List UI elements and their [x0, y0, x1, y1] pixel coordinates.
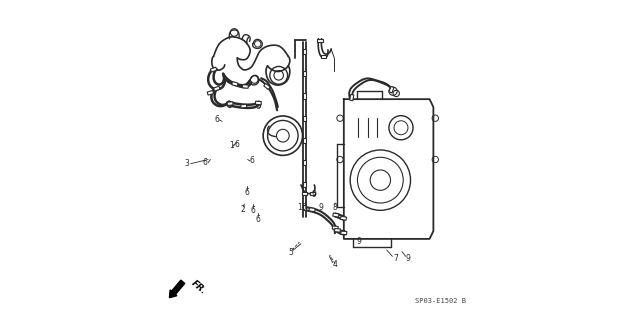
- FancyBboxPatch shape: [303, 116, 306, 121]
- Circle shape: [389, 87, 397, 95]
- FancyBboxPatch shape: [241, 104, 247, 108]
- Text: 9: 9: [311, 190, 316, 199]
- Text: 6: 6: [214, 115, 220, 124]
- FancyBboxPatch shape: [303, 182, 306, 188]
- FancyBboxPatch shape: [302, 192, 307, 195]
- Text: 4: 4: [333, 260, 338, 270]
- Text: 9: 9: [356, 237, 361, 246]
- Text: 6: 6: [234, 140, 239, 149]
- Text: FR.: FR.: [189, 278, 207, 296]
- FancyBboxPatch shape: [264, 83, 270, 90]
- Text: 10: 10: [297, 203, 307, 212]
- FancyArrow shape: [170, 280, 185, 298]
- FancyBboxPatch shape: [333, 213, 339, 217]
- FancyBboxPatch shape: [303, 49, 306, 54]
- FancyBboxPatch shape: [303, 160, 306, 165]
- Text: 7: 7: [393, 254, 397, 263]
- Text: 6: 6: [250, 206, 255, 215]
- FancyBboxPatch shape: [309, 208, 315, 211]
- Text: SP03-E1502 B: SP03-E1502 B: [415, 298, 466, 304]
- FancyBboxPatch shape: [303, 93, 306, 99]
- FancyBboxPatch shape: [341, 231, 347, 235]
- FancyBboxPatch shape: [335, 228, 340, 232]
- Text: 6: 6: [250, 156, 255, 165]
- Text: 9: 9: [318, 203, 323, 212]
- FancyBboxPatch shape: [243, 85, 248, 88]
- Text: 6: 6: [203, 158, 207, 167]
- Text: 5: 5: [289, 248, 293, 257]
- Text: 6: 6: [244, 188, 250, 197]
- FancyBboxPatch shape: [214, 86, 220, 91]
- FancyBboxPatch shape: [303, 204, 306, 210]
- Text: 2: 2: [241, 205, 246, 214]
- Text: 6: 6: [255, 215, 260, 224]
- FancyBboxPatch shape: [303, 71, 306, 76]
- FancyBboxPatch shape: [211, 67, 217, 72]
- FancyBboxPatch shape: [321, 56, 326, 58]
- Text: 8: 8: [332, 203, 337, 212]
- FancyBboxPatch shape: [207, 91, 214, 95]
- Text: 1: 1: [229, 141, 234, 150]
- FancyBboxPatch shape: [255, 101, 261, 105]
- FancyBboxPatch shape: [232, 82, 238, 86]
- Text: 3: 3: [185, 159, 189, 168]
- FancyBboxPatch shape: [310, 192, 315, 195]
- FancyBboxPatch shape: [303, 138, 306, 143]
- FancyBboxPatch shape: [389, 86, 394, 93]
- FancyBboxPatch shape: [317, 39, 323, 42]
- FancyBboxPatch shape: [227, 102, 233, 106]
- FancyBboxPatch shape: [349, 94, 354, 101]
- FancyBboxPatch shape: [340, 216, 347, 220]
- FancyBboxPatch shape: [332, 226, 338, 230]
- Text: 9: 9: [406, 254, 411, 263]
